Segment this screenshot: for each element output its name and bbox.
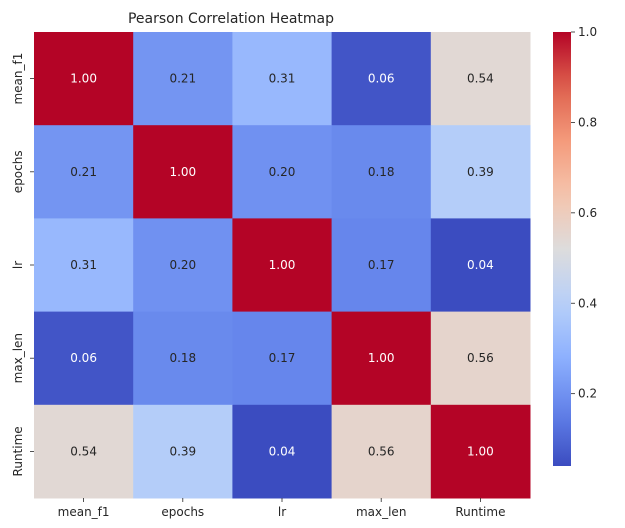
cell-label-1-1: 1.00 [169,165,196,179]
cell-label-4-2: 0.04 [269,444,296,458]
cell-label-3-2: 0.17 [269,351,296,365]
heatmap-cell-3-4 [430,311,531,406]
cell-label-4-1: 0.39 [169,444,196,458]
cell-label-4-0: 0.54 [70,444,97,458]
heatmap-cell-4-2 [232,404,333,499]
cell-label-3-3: 1.00 [368,351,395,365]
cell-label-2-2: 1.00 [269,258,296,272]
heatmap-cell-0-0 [34,32,134,126]
heatmap-cell-1-1 [133,125,233,219]
y-tick-label-2: lr [11,261,25,269]
cell-label-0-1: 0.21 [169,72,196,86]
cell-label-0-2: 0.31 [269,72,296,86]
cell-label-1-3: 0.18 [368,165,395,179]
heatmap-cell-3-2 [232,311,333,406]
y-tick-label-1: epochs [11,150,25,193]
heatmap-cell-3-3 [331,311,432,406]
heatmap-cell-1-2 [232,125,333,219]
colorbar-tick-label-3: 0.8 [578,115,597,129]
cell-label-1-0: 0.21 [70,165,97,179]
chart-title: Pearson Correlation Heatmap [128,11,334,27]
heatmap-cell-0-2 [232,32,333,126]
x-tick-label-1: epochs [161,505,204,519]
heatmap-cell-2-2 [232,218,333,313]
x-tick-label-0: mean_f1 [58,505,110,519]
heatmap-cell-3-0 [34,311,134,406]
x-tick-label-4: Runtime [455,505,505,519]
heatmap-cell-1-0 [34,125,134,219]
heatmap-cell-0-3 [331,32,432,126]
cell-label-1-4: 0.39 [467,165,494,179]
heatmap-cell-1-3 [331,125,432,219]
x-tick-label-2: lr [278,505,286,519]
cell-label-2-0: 0.31 [70,258,97,272]
heatmap-cell-4-4 [430,404,531,499]
colorbar-tick-label-4: 1.0 [578,25,597,39]
cell-label-0-0: 1.00 [70,72,97,86]
heatmap-cells: 1.00 0.21 0.31 0.06 0.54 0.21 1.00 0.20 0.18 0.39… [34,32,531,499]
colorbar-tick-label-0: 0.2 [578,387,597,401]
cell-label-2-4: 0.04 [467,258,494,272]
heatmap-cell-4-1 [133,404,233,499]
cell-label-3-4: 0.56 [467,351,494,365]
colorbar: 0.2 0.4 0.6 0.8 1.0 [553,25,597,466]
cell-label-2-3: 0.17 [368,258,395,272]
y-tick-label-0: mean_f1 [11,53,25,105]
cell-label-3-0: 0.06 [70,351,97,365]
cell-label-1-2: 0.20 [269,165,296,179]
x-tick-label-3: max_len [356,505,406,519]
cell-label-0-4: 0.54 [467,72,494,86]
colorbar-tick-label-2: 0.6 [578,206,597,220]
heatmap-cell-2-0 [34,218,134,313]
cell-label-4-3: 0.56 [368,444,395,458]
cell-label-0-3: 0.06 [368,72,395,86]
heatmap-cell-4-3 [331,404,432,499]
heatmap-cell-4-0 [34,404,134,499]
heatmap-cell-2-1 [133,218,233,313]
heatmap-cell-3-1 [133,311,233,406]
heatmap-cell-0-4 [430,32,531,126]
y-tick-label-3: max_len [11,333,25,383]
cell-label-3-1: 0.18 [169,351,196,365]
x-axis-ticks: mean_f1 epochs lr max_len Runtime [58,498,505,519]
heatmap-cell-2-3 [331,218,432,313]
heatmap-cell-2-4 [430,218,531,313]
colorbar-gradient [553,32,571,466]
heatmap-cell-1-4 [430,125,531,219]
heatmap-cell-0-1 [133,32,233,126]
cell-label-4-4: 1.00 [467,444,494,458]
colorbar-tick-label-1: 0.4 [578,296,597,310]
cell-label-2-1: 0.20 [169,258,196,272]
y-tick-label-4: Runtime [11,426,25,476]
